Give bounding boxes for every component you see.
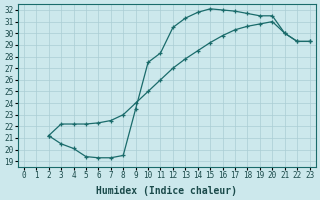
X-axis label: Humidex (Indice chaleur): Humidex (Indice chaleur) — [96, 186, 237, 196]
